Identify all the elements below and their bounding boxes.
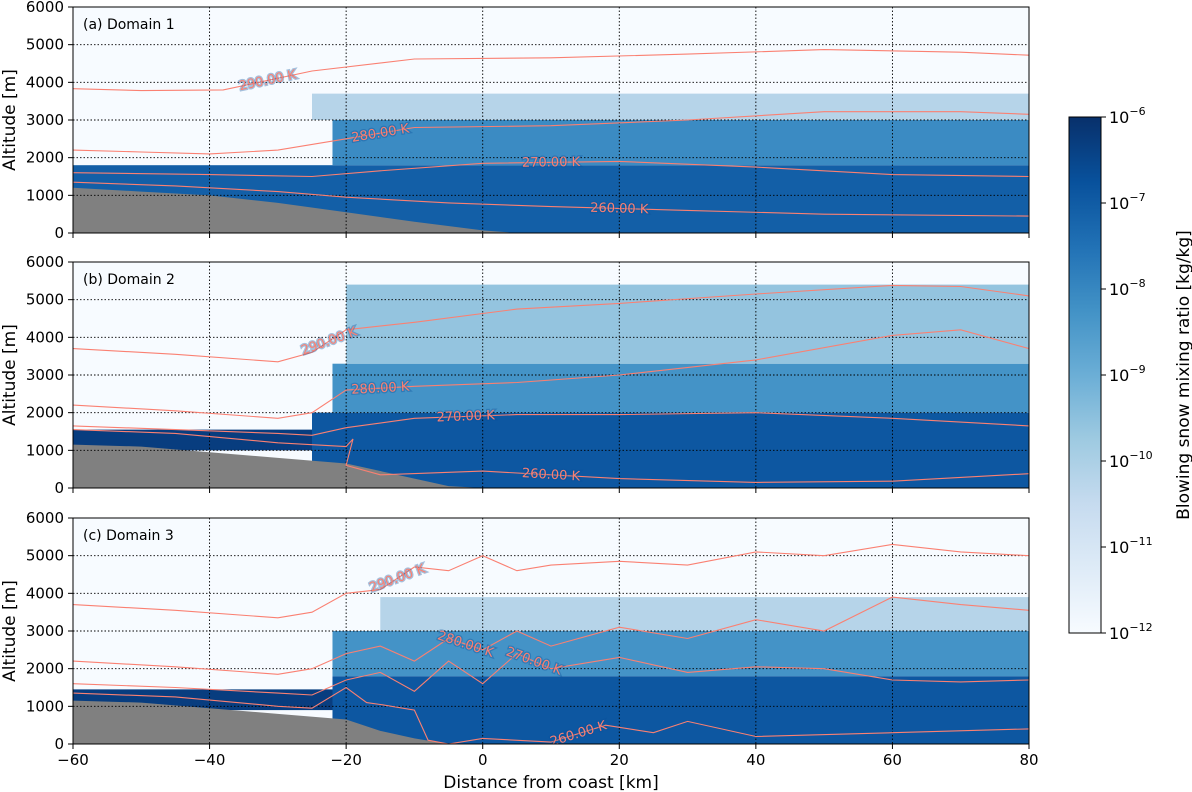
colorbar: 10−6 10−7 10−8 10−9 10−10 10−11 10−12 Blowing … (1068, 105, 1192, 643)
y-tick-label: 2000 (26, 660, 64, 678)
colorbar-tick-exponent: −9 (1129, 363, 1145, 376)
y-tick-label: 3000 (26, 111, 64, 129)
panel-label: (c) Domain 3 (83, 528, 174, 544)
x-axis-label: Distance from coast [km] (443, 773, 658, 792)
y-axis-label: Altitude [m] (0, 69, 20, 171)
x-tick-label: −40 (194, 751, 226, 769)
x-tick-label: 20 (610, 751, 629, 769)
contour-label: 260.00 K (590, 201, 649, 218)
y-tick-label: 4000 (26, 328, 64, 346)
contour-label: 260.00 K (522, 466, 581, 484)
contour-label: 270.00 K (522, 155, 581, 171)
y-tick-label: 3000 (26, 366, 64, 384)
snow-field-cell (346, 284, 1029, 364)
contour-label: 280.00 K (351, 380, 410, 398)
contour-line (73, 429, 1029, 483)
terrain (73, 187, 517, 233)
colorbar-tick-label: 10−9 (1109, 363, 1146, 385)
contour-line (73, 181, 1029, 217)
x-tick-label: −20 (330, 751, 362, 769)
colorbar-tick-exponent: −12 (1129, 621, 1152, 634)
y-tick-label: 1000 (26, 697, 64, 715)
contour-label: 270.00 K (436, 408, 495, 425)
contour-line (73, 652, 1029, 696)
y-tick-label: 5000 (26, 36, 64, 54)
y-tick-label: 5000 (26, 547, 64, 565)
y-tick-label: 0 (54, 735, 64, 753)
contour-line (73, 329, 1029, 419)
terrain (73, 700, 449, 744)
x-tick-label: 0 (478, 751, 488, 769)
snow-field-cell (73, 429, 347, 451)
contour-line (73, 49, 1029, 92)
y-tick-label: 4000 (26, 584, 64, 602)
contour-line (73, 160, 1029, 178)
y-tick-label: 6000 (26, 253, 64, 271)
y-tick-label: 0 (54, 479, 64, 497)
colorbar-label: Blowing snow mixing ratio [kg/kg] (1174, 230, 1192, 520)
colorbar-tick-label: 10−7 (1109, 191, 1146, 213)
y-tick-label: 6000 (26, 509, 64, 527)
x-tick-label: −60 (57, 751, 89, 769)
snow-field-cell (332, 676, 1029, 744)
y-tick-label: 0 (54, 224, 64, 242)
y-tick-label: 2000 (26, 404, 64, 422)
x-tick-label: 60 (883, 751, 902, 769)
colorbar-tick-label: 10−8 (1109, 277, 1146, 299)
contour-line (73, 543, 1029, 619)
colorbar-tick-label: 10−6 (1109, 105, 1146, 127)
y-tick-label: 1000 (26, 441, 64, 459)
y-tick-label: 2000 (26, 149, 64, 167)
panel-label: (a) Domain 1 (83, 17, 175, 33)
colorbar-tick-label: 10−10 (1109, 449, 1153, 471)
terrain (73, 444, 483, 488)
y-tick-label: 5000 (26, 291, 64, 309)
contour-line (73, 111, 1029, 155)
colorbar-tick-exponent: −8 (1129, 277, 1145, 290)
snow-field-cell (380, 597, 1029, 631)
colorbar-tick-exponent: −10 (1129, 449, 1152, 462)
colorbar-ticks: 10−6 10−7 10−8 10−9 10−10 10−11 10−12 (1101, 105, 1153, 643)
colorbar-tick-exponent: −11 (1129, 535, 1152, 548)
panel-label: (b) Domain 2 (83, 272, 175, 288)
y-tick-label: 4000 (26, 73, 64, 91)
snow-field-cell (332, 363, 1029, 413)
colorbar-tick-exponent: −6 (1129, 105, 1145, 118)
colorbar-tick-exponent: −7 (1129, 191, 1145, 204)
snow-field-cell (312, 93, 1029, 120)
colorbar-tick-label: 10−11 (1109, 535, 1153, 557)
x-tick-label: 80 (1019, 751, 1038, 769)
colorbar-tick-label: 10−12 (1109, 621, 1153, 643)
y-tick-label: 6000 (26, 0, 64, 16)
contour-line (73, 596, 1029, 675)
y-tick-label: 1000 (26, 186, 64, 204)
contour-line (73, 284, 1029, 363)
y-axis-label: Altitude [m] (0, 324, 20, 426)
colorbar-gradient (1068, 116, 1102, 634)
y-axis-label: Altitude [m] (0, 580, 20, 682)
y-tick-label: 3000 (26, 622, 64, 640)
contour-line (73, 412, 1029, 436)
contour-line (73, 686, 1029, 744)
x-tick-label: 40 (746, 751, 765, 769)
